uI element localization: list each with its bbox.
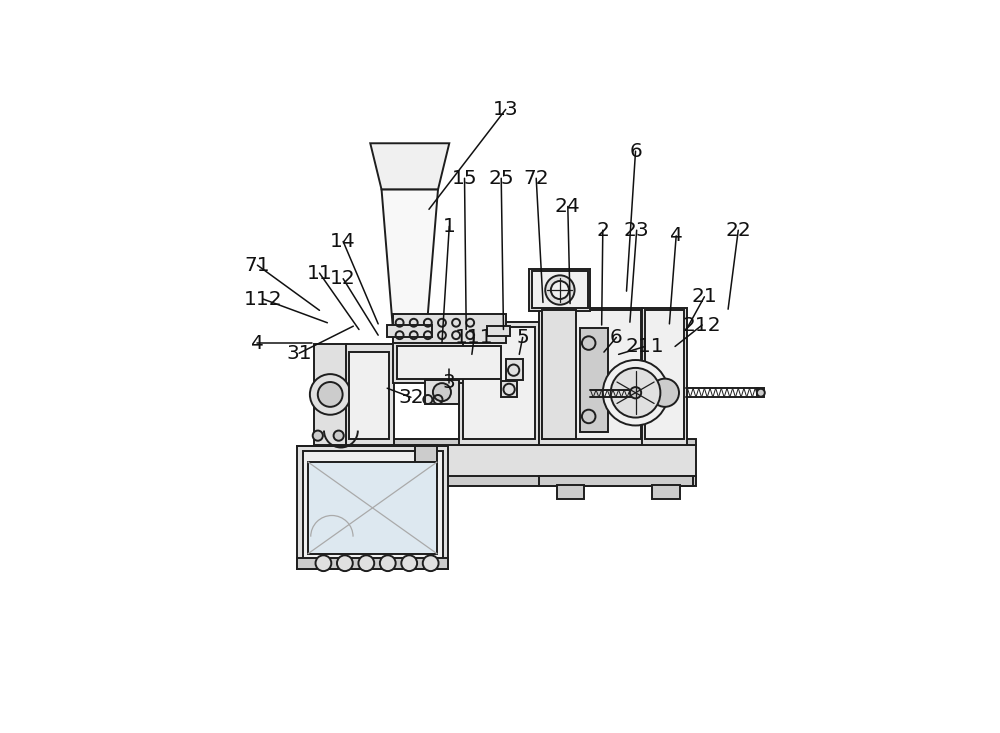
Text: 6: 6 [629,141,642,161]
Circle shape [334,430,344,441]
Bar [346,439,696,445]
Circle shape [316,556,331,571]
Circle shape [310,374,351,415]
Text: 13: 13 [493,100,519,119]
Bar [297,446,448,569]
Bar [346,476,696,486]
Text: 22: 22 [725,221,751,240]
Bar [346,445,696,477]
Text: 12: 12 [330,269,356,288]
Bar [349,352,389,439]
Bar [642,308,687,445]
Bar [459,322,539,445]
Bar [506,359,523,380]
Text: 32: 32 [398,388,424,407]
Bar [529,268,590,311]
Bar [501,381,517,397]
Text: 211: 211 [626,337,664,356]
Polygon shape [580,328,608,432]
Text: 23: 23 [624,221,649,240]
Circle shape [423,556,439,571]
Bar [393,314,506,343]
Circle shape [318,382,343,407]
Circle shape [380,556,396,571]
Circle shape [757,388,765,397]
Bar [387,325,432,337]
Text: 24: 24 [555,197,581,216]
Bar [542,310,576,439]
Circle shape [630,387,641,399]
Circle shape [401,556,417,571]
Bar [542,310,641,439]
Circle shape [545,276,575,305]
Bar [303,451,443,561]
Bar [532,271,588,308]
Text: 4: 4 [670,226,683,246]
Bar [463,327,535,439]
Text: 3: 3 [443,373,456,392]
Circle shape [313,430,323,441]
Text: 6: 6 [610,328,623,347]
Circle shape [651,379,679,407]
Circle shape [337,556,353,571]
Bar [539,476,693,486]
Circle shape [433,383,451,401]
Text: 111: 111 [455,328,493,347]
Text: 5: 5 [516,328,529,347]
Polygon shape [370,143,449,190]
Bar [397,346,501,379]
Bar [393,342,506,383]
Bar [652,485,680,499]
Text: 21: 21 [692,287,717,306]
Circle shape [603,360,668,425]
Text: 14: 14 [330,232,356,251]
Text: 212: 212 [683,315,721,334]
Bar [645,310,684,439]
Circle shape [551,281,569,299]
Text: 4: 4 [251,334,264,353]
Text: 31: 31 [286,344,312,363]
Bar [297,558,448,569]
Bar [557,485,584,499]
Circle shape [611,368,660,418]
Text: 11: 11 [307,264,332,283]
Bar [415,445,437,477]
Text: 25: 25 [488,169,514,188]
Bar [539,308,643,445]
Bar [757,388,764,397]
Text: 72: 72 [523,169,549,188]
Text: 112: 112 [244,290,282,309]
Bar [425,380,459,404]
Bar [487,326,510,336]
Text: 15: 15 [452,169,477,188]
Text: 71: 71 [245,256,270,275]
Text: 1: 1 [443,217,456,236]
Circle shape [358,556,374,571]
Polygon shape [382,190,438,328]
Bar [308,463,437,553]
Bar [346,345,394,445]
Bar [314,345,347,445]
Text: 2: 2 [596,221,609,240]
